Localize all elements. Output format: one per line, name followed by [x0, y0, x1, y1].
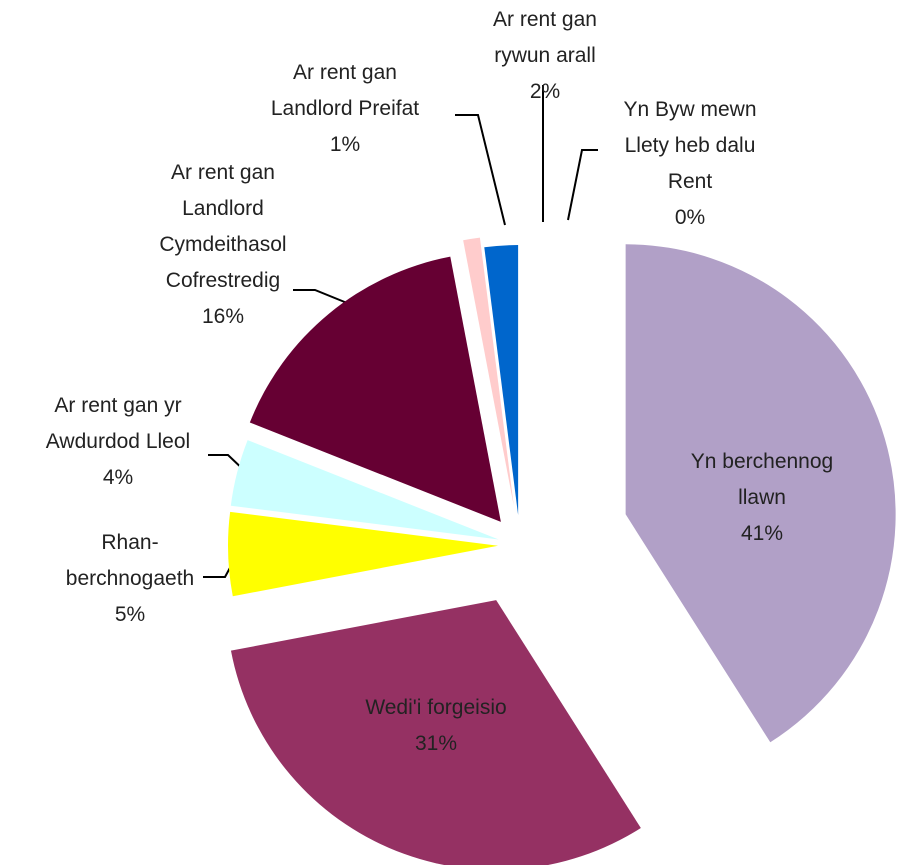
- slice-value-label: 1%: [329, 133, 361, 156]
- pie-slice: [625, 244, 896, 743]
- slice-label: Wedi'i forgeisio 31%: [326, 690, 546, 762]
- leader-lines: [203, 85, 598, 578]
- slice-label: Ar rent gan yr Awdurdod Lleol 4%: [18, 388, 218, 496]
- pie-slice: [228, 511, 499, 597]
- slice-label: Yn Byw mewn Llety heb dalu Rent 0%: [615, 92, 765, 236]
- pie-slice: [463, 237, 514, 506]
- slice-name: Wedi'i forgeisio: [365, 696, 507, 719]
- pie-slice: [484, 245, 519, 516]
- slice-name: Yn berchennog llawn: [690, 450, 834, 509]
- slice-label: Yn berchennog llawn 41%: [672, 444, 852, 552]
- slice-value-label: 31%: [414, 732, 458, 755]
- slice-name: Rhan-berchnogaeth: [65, 531, 195, 590]
- slice-value-label: 16%: [201, 305, 245, 328]
- slice-label: Ar rent gan Landlord Cymdeithasol Cofres…: [148, 155, 298, 335]
- slice-name: Ar rent gan yr Awdurdod Lleol: [45, 394, 191, 453]
- slice-value-label: 5%: [114, 603, 146, 626]
- slice-value-label: 0%: [674, 206, 706, 229]
- slice-label: Rhan-berchnogaeth 5%: [55, 525, 205, 633]
- slice-label: Ar rent gan Landlord Preifat 1%: [265, 55, 425, 163]
- slice-value-label: 2%: [529, 80, 561, 103]
- slice-value-label: 4%: [102, 466, 134, 489]
- pie-slice: [230, 600, 641, 865]
- leader-line: [455, 114, 506, 226]
- slice-name: Yn Byw mewn Llety heb dalu Rent: [623, 98, 757, 193]
- leader-line: [293, 289, 353, 306]
- slice-name: Ar rent gan Landlord Preifat: [270, 61, 420, 120]
- slice-name: Ar rent gan Landlord Cymdeithasol Cofres…: [159, 161, 287, 292]
- pie-slice: [230, 440, 499, 540]
- leader-line: [567, 149, 598, 221]
- slice-value-label: 41%: [740, 522, 784, 545]
- slice-label: Ar rent gan rywun arall 2%: [465, 2, 625, 110]
- slice-name: Ar rent gan rywun arall: [493, 8, 597, 67]
- pie-slice: [249, 256, 501, 522]
